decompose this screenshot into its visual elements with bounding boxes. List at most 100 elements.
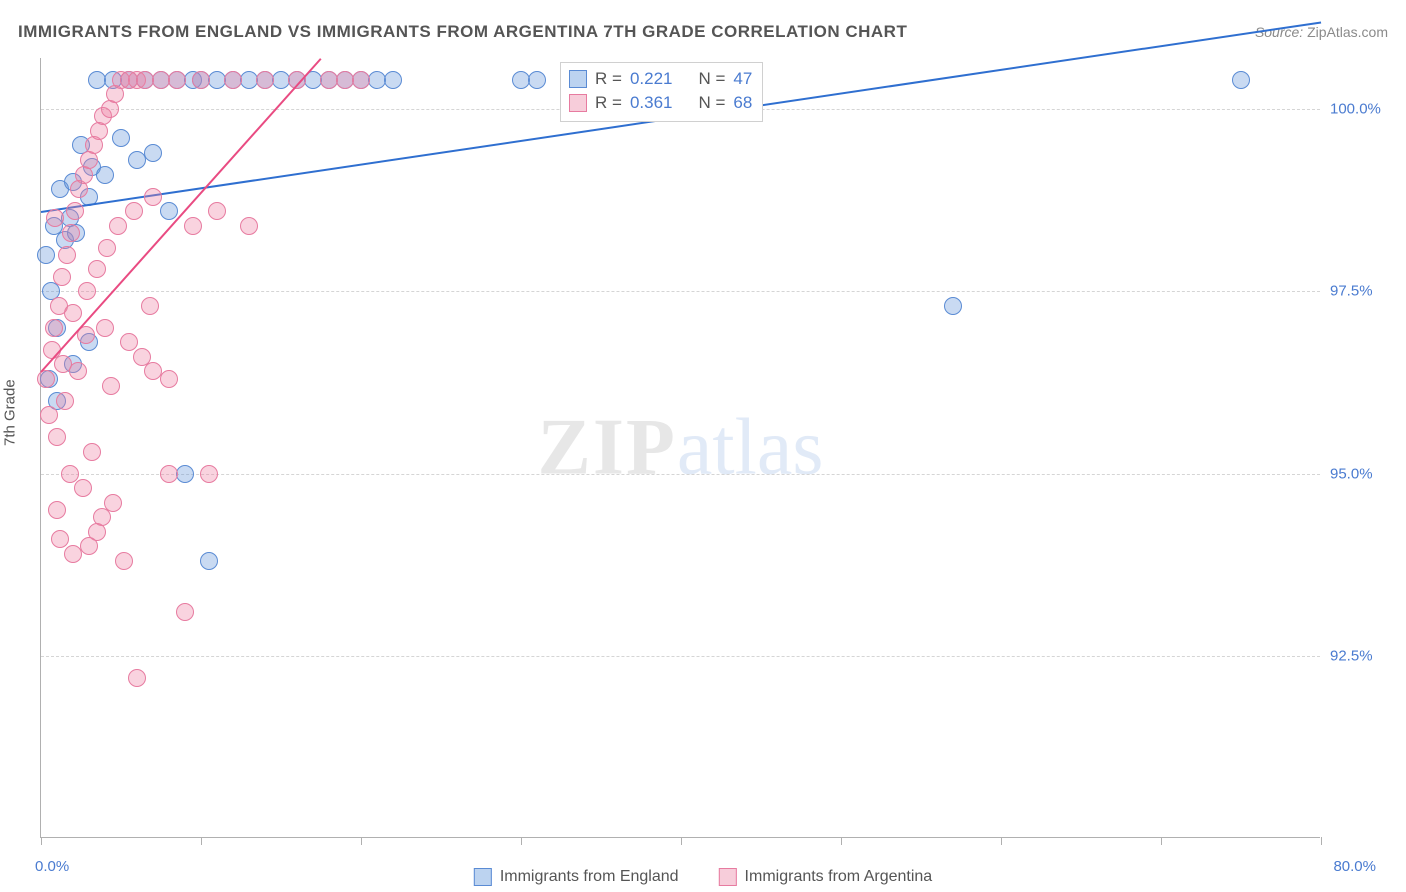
data-point — [54, 355, 72, 373]
legend: Immigrants from England Immigrants from A… — [474, 868, 932, 886]
data-point — [64, 304, 82, 322]
data-point — [45, 319, 63, 337]
n-value: 47 — [733, 67, 752, 91]
data-point — [51, 530, 69, 548]
data-point — [48, 428, 66, 446]
data-point — [88, 260, 106, 278]
series-swatch — [569, 94, 587, 112]
data-point — [120, 333, 138, 351]
data-point — [528, 71, 546, 89]
data-point — [66, 202, 84, 220]
legend-swatch — [474, 868, 492, 886]
data-point — [96, 166, 114, 184]
data-point — [224, 71, 242, 89]
n-label: N = — [698, 67, 725, 91]
x-tick — [681, 837, 682, 845]
r-value: 0.221 — [630, 67, 673, 91]
data-point — [56, 392, 74, 410]
data-point — [144, 188, 162, 206]
x-tick — [1001, 837, 1002, 845]
data-point — [61, 465, 79, 483]
data-point — [96, 319, 114, 337]
data-point — [128, 669, 146, 687]
data-point — [352, 71, 370, 89]
data-point — [104, 494, 122, 512]
data-point — [37, 370, 55, 388]
data-point — [48, 501, 66, 519]
series-swatch — [569, 70, 587, 88]
data-point — [192, 71, 210, 89]
data-point — [944, 297, 962, 315]
x-tick — [841, 837, 842, 845]
data-point — [240, 217, 258, 235]
data-point — [53, 268, 71, 286]
n-value: 68 — [733, 91, 752, 115]
r-value: 0.361 — [630, 91, 673, 115]
data-point — [83, 443, 101, 461]
data-point — [109, 217, 127, 235]
data-point — [80, 537, 98, 555]
data-point — [141, 297, 159, 315]
y-tick-label: 97.5% — [1330, 283, 1373, 300]
x-max-label: 80.0% — [1333, 858, 1376, 875]
data-point — [37, 246, 55, 264]
data-point — [160, 465, 178, 483]
r-label: R = — [595, 91, 622, 115]
data-point — [78, 282, 96, 300]
data-point — [112, 129, 130, 147]
gridline — [41, 656, 1320, 657]
data-point — [384, 71, 402, 89]
data-point — [200, 552, 218, 570]
gridline — [41, 291, 1320, 292]
data-point — [160, 202, 178, 220]
legend-label: Immigrants from England — [500, 868, 679, 886]
legend-swatch — [719, 868, 737, 886]
data-point — [1232, 71, 1250, 89]
legend-item: Immigrants from England — [474, 868, 679, 886]
x-tick — [361, 837, 362, 845]
legend-item: Immigrants from Argentina — [719, 868, 933, 886]
watermark-zip: ZIP — [538, 403, 677, 491]
data-point — [184, 217, 202, 235]
data-point — [208, 202, 226, 220]
n-label: N = — [698, 91, 725, 115]
x-tick — [41, 837, 42, 845]
data-point — [176, 465, 194, 483]
y-tick-label: 92.5% — [1330, 647, 1373, 664]
gridline — [41, 474, 1320, 475]
source-name: ZipAtlas.com — [1307, 24, 1388, 40]
x-tick — [1161, 837, 1162, 845]
r-label: R = — [595, 67, 622, 91]
data-point — [46, 209, 64, 227]
data-point — [98, 239, 116, 257]
data-point — [168, 71, 186, 89]
data-point — [125, 202, 143, 220]
x-tick — [521, 837, 522, 845]
data-point — [62, 224, 80, 242]
correlation-stats-box: R = 0.221 N = 47 R = 0.361 N = 68 — [560, 62, 763, 122]
x-tick — [201, 837, 202, 845]
data-point — [102, 377, 120, 395]
y-tick-label: 95.0% — [1330, 465, 1373, 482]
regression-line — [40, 58, 321, 373]
chart-container: IMMIGRANTS FROM ENGLAND VS IMMIGRANTS FR… — [0, 0, 1406, 892]
chart-title: IMMIGRANTS FROM ENGLAND VS IMMIGRANTS FR… — [18, 22, 907, 42]
plot-area: ZIPatlas — [40, 58, 1320, 838]
data-point — [115, 552, 133, 570]
source-attribution: Source: ZipAtlas.com — [1255, 24, 1388, 40]
x-tick — [1321, 837, 1322, 845]
data-point — [40, 406, 58, 424]
stats-row: R = 0.361 N = 68 — [569, 91, 752, 115]
data-point — [176, 603, 194, 621]
legend-label: Immigrants from Argentina — [745, 868, 933, 886]
y-tick-label: 100.0% — [1330, 101, 1381, 118]
x-min-label: 0.0% — [35, 858, 69, 875]
stats-row: R = 0.221 N = 47 — [569, 67, 752, 91]
data-point — [144, 362, 162, 380]
y-axis-label: 7th Grade — [2, 379, 19, 446]
watermark: ZIPatlas — [538, 402, 824, 493]
data-point — [160, 370, 178, 388]
data-point — [200, 465, 218, 483]
data-point — [74, 479, 92, 497]
watermark-atlas: atlas — [677, 403, 824, 491]
